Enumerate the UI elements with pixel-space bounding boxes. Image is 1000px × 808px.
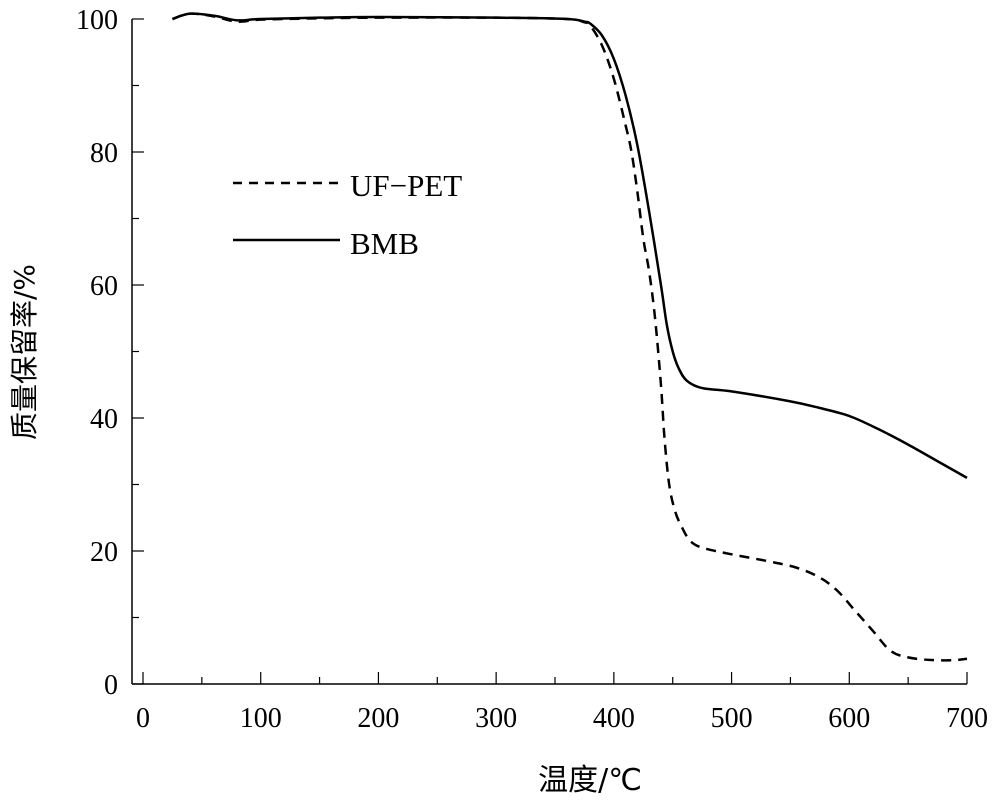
legend-label-uf-pet: UF−PET	[350, 168, 462, 203]
series-line-bmb	[172, 12, 968, 479]
x-tick-label: 500	[711, 703, 753, 734]
y-tick-label: 40	[90, 404, 118, 435]
y-tick-label: 0	[104, 670, 118, 701]
x-tick-label: 300	[475, 703, 517, 734]
series-lines	[172, 12, 968, 662]
x-tick-label: 100	[240, 703, 282, 734]
x-tick-label: 600	[828, 703, 870, 734]
x-tick-label: 400	[593, 703, 635, 734]
legend: UF−PET BMB	[233, 168, 462, 261]
y-tick-label: 20	[90, 537, 118, 568]
y-tick-label: 100	[76, 5, 118, 36]
x-axis-label: 温度/℃	[538, 763, 642, 798]
axes: 0 100 200 300 400 500 600 700 0 20 40 60 80 100	[76, 5, 988, 734]
series-line-uf-pet	[172, 12, 968, 662]
x-tick-label: 700	[946, 703, 988, 734]
y-tick-label: 80	[90, 138, 118, 169]
legend-label-bmb: BMB	[350, 226, 419, 261]
y-tick-label: 60	[90, 271, 118, 302]
x-tick-label: 200	[357, 703, 399, 734]
y-axis-label: 质量保留率/%	[8, 264, 41, 440]
x-tick-label: 0	[136, 703, 150, 734]
